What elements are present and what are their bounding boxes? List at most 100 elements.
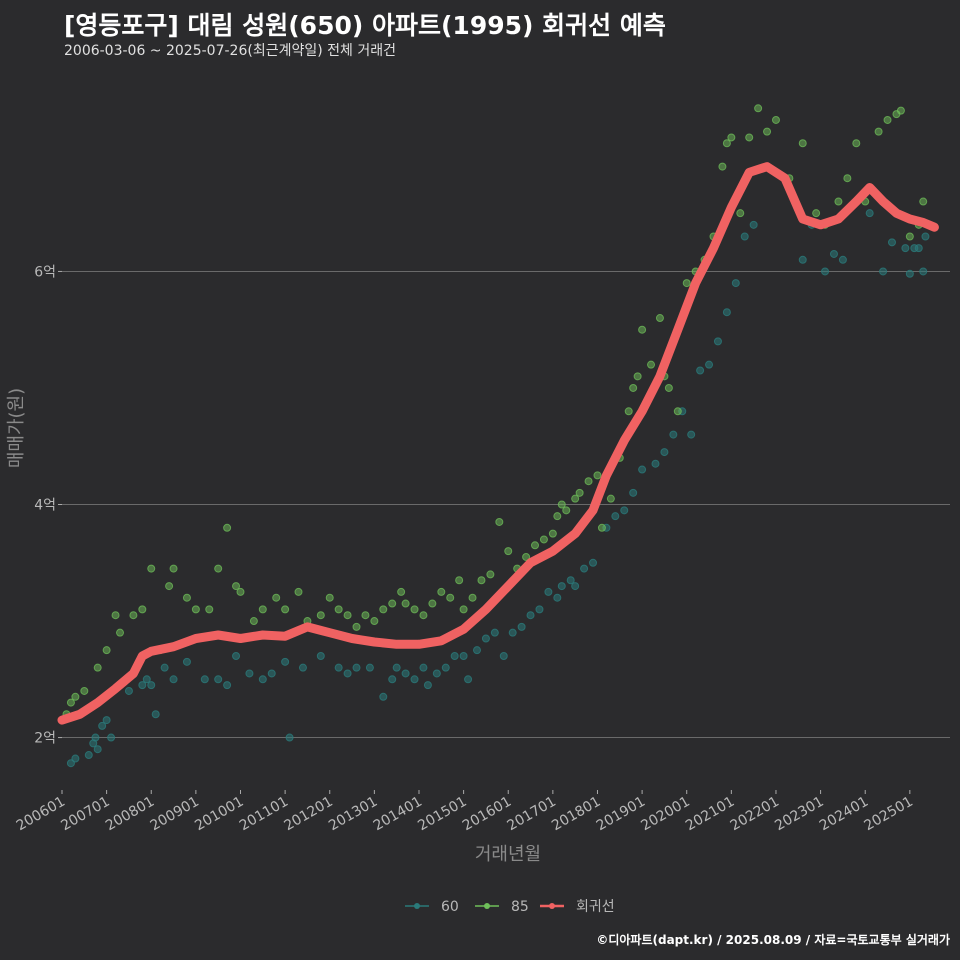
point-85: [214, 564, 223, 573]
point-60: [214, 675, 223, 684]
point-85: [919, 197, 928, 206]
point-60: [232, 651, 241, 660]
legend: 60 85 회귀선: [405, 899, 615, 915]
point-60: [334, 663, 343, 672]
point-85: [249, 617, 258, 626]
point-85: [727, 133, 736, 142]
x-axis-label: 거래년월: [475, 844, 541, 865]
point-60: [553, 593, 562, 602]
point-85: [334, 605, 343, 614]
point-85: [370, 617, 379, 626]
point-85: [428, 599, 437, 608]
point-85: [571, 494, 580, 503]
point-85: [388, 599, 397, 608]
point-85: [379, 605, 388, 614]
point-85: [557, 500, 566, 509]
point-60: [589, 558, 598, 567]
point-85: [294, 587, 303, 596]
point-60: [901, 244, 910, 253]
point-60: [138, 681, 147, 690]
point-60: [200, 675, 209, 684]
point-60: [352, 663, 361, 672]
point-85: [459, 605, 468, 614]
point-60: [620, 506, 629, 515]
legend-label: 85: [511, 899, 529, 915]
point-85: [633, 372, 642, 381]
point-85: [325, 593, 334, 602]
point-85: [232, 582, 241, 591]
point-60: [423, 681, 432, 690]
point-60: [829, 249, 838, 258]
point-60: [124, 686, 133, 695]
point-60: [526, 611, 535, 620]
point-85: [401, 599, 410, 608]
point-60: [629, 488, 638, 497]
point-60: [169, 675, 178, 684]
point-85: [812, 209, 821, 218]
x-tick-label: 200801: [103, 794, 157, 835]
point-60: [481, 634, 490, 643]
point-85: [191, 605, 200, 614]
legend-label: 회귀선: [576, 899, 615, 915]
point-60: [731, 279, 740, 288]
x-tick-label: 201501: [415, 794, 469, 835]
y-axis-label: 매매가(원): [6, 388, 27, 468]
point-60: [696, 366, 705, 375]
point-85: [410, 605, 419, 614]
point-85: [664, 383, 673, 392]
point-85: [682, 279, 691, 288]
x-tick-label: 201801: [549, 794, 603, 835]
point-85: [486, 570, 495, 579]
point-85: [236, 587, 245, 596]
point-85: [575, 488, 584, 497]
x-tick-label: 201101: [237, 794, 291, 835]
point-60: [107, 733, 116, 742]
point-85: [316, 611, 325, 620]
point-60: [432, 669, 441, 678]
point-85: [504, 547, 513, 556]
point-85: [93, 663, 102, 672]
point-60: [921, 232, 930, 241]
point-85: [455, 576, 464, 585]
point-85: [771, 115, 780, 124]
point-60: [651, 459, 660, 468]
point-60: [71, 754, 80, 763]
point-85: [138, 605, 147, 614]
point-60: [223, 681, 232, 690]
point-60: [535, 605, 544, 614]
point-60: [669, 430, 678, 439]
point-85: [584, 477, 593, 486]
point-85: [562, 506, 571, 515]
point-60: [464, 675, 473, 684]
x-tick-label: 202201: [728, 794, 782, 835]
point-85: [834, 197, 843, 206]
point-85: [361, 611, 370, 620]
point-60: [388, 675, 397, 684]
x-tick-label: 200701: [58, 794, 112, 835]
point-85: [843, 174, 852, 183]
point-60: [147, 681, 156, 690]
point-60: [441, 663, 450, 672]
point-60: [419, 663, 428, 672]
x-tick-label: 200901: [148, 794, 202, 835]
point-60: [887, 238, 896, 247]
grid-lines: [62, 270, 950, 739]
x-axis-ticks: 2006012007012008012009012010012011012012…: [14, 790, 916, 834]
point-85: [624, 407, 633, 416]
y-tick-label: 6억: [34, 264, 56, 280]
point-60: [160, 663, 169, 672]
point-85: [169, 564, 178, 573]
point-85: [896, 106, 905, 115]
point-60: [660, 448, 669, 457]
point-60: [571, 582, 580, 591]
point-60: [557, 582, 566, 591]
point-60: [490, 628, 499, 637]
point-60: [285, 733, 294, 742]
x-tick-label: 201601: [460, 794, 514, 835]
point-60: [472, 646, 481, 655]
point-85: [522, 552, 531, 561]
point-60: [84, 751, 93, 760]
point-85: [205, 605, 214, 614]
point-60: [245, 669, 254, 678]
point-60: [865, 209, 874, 218]
